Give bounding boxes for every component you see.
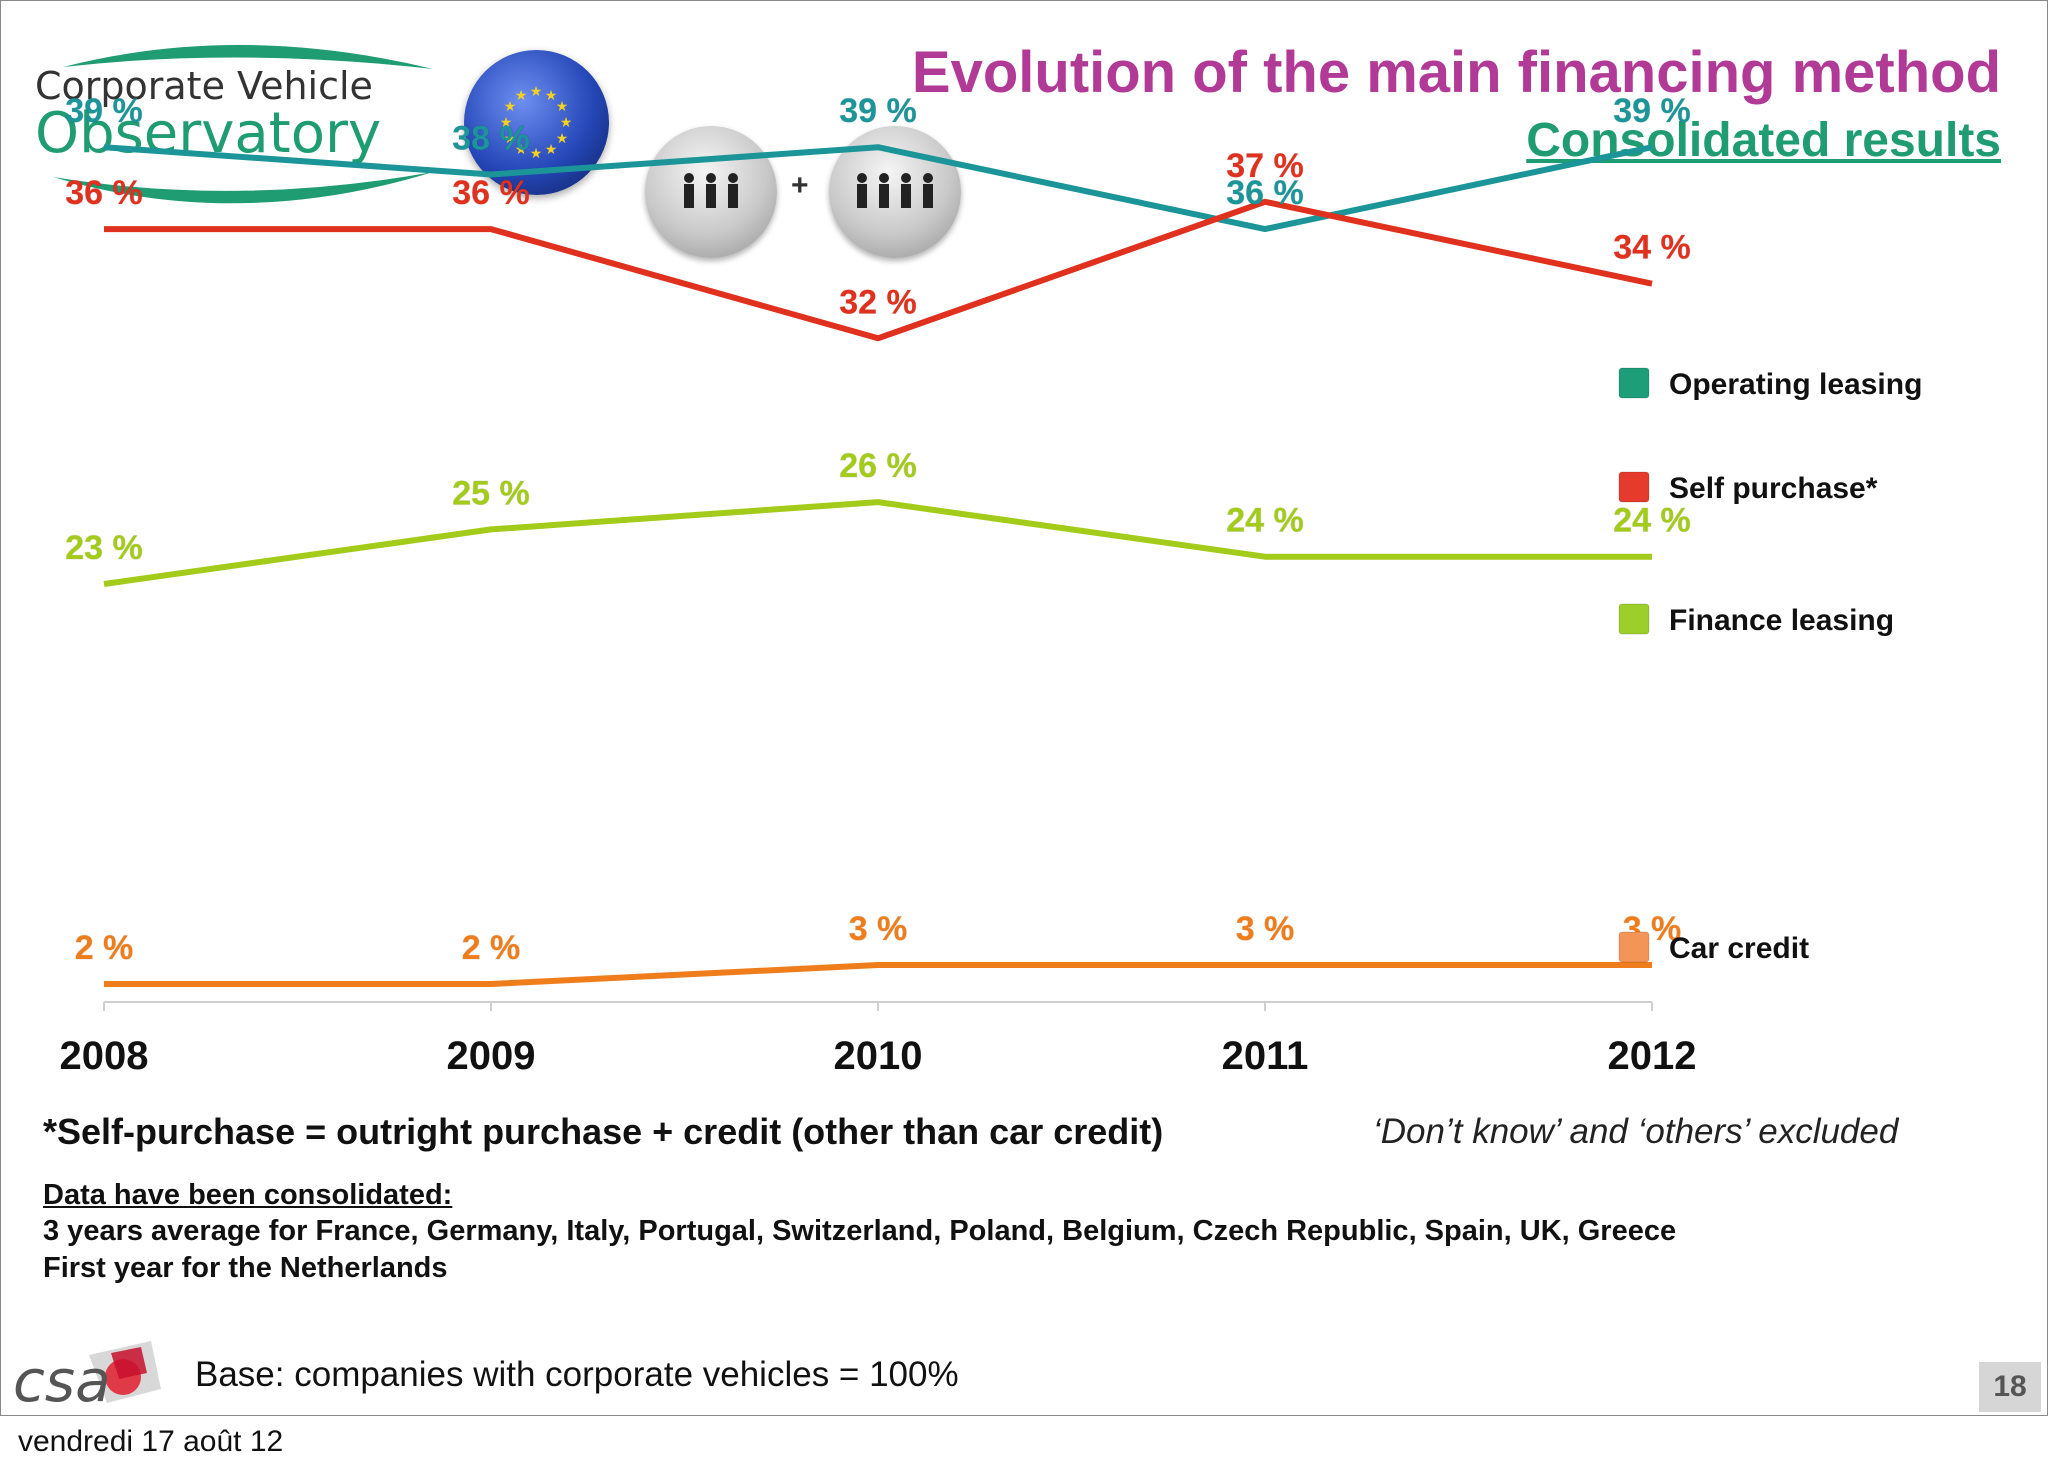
plus-sign: +	[791, 169, 809, 202]
legend-label: Car credit	[1669, 932, 1809, 965]
data-label: 36 %	[65, 174, 143, 212]
x-tick-label: 2008	[60, 1034, 149, 1078]
data-label: 39 %	[1613, 92, 1691, 130]
data-label: 26 %	[839, 447, 917, 485]
svg-text:★: ★	[530, 146, 543, 162]
data-label: 36 %	[1226, 174, 1304, 212]
logo-line1: Corporate Vehicle	[35, 64, 373, 108]
legend-label: Self purchase*	[1669, 472, 1878, 505]
svg-text:★: ★	[556, 99, 569, 115]
svg-text:★: ★	[515, 142, 528, 158]
consolidation-line-1: 3 years average for France, Germany, Ita…	[43, 1215, 1677, 1247]
series-line	[103, 144, 1653, 233]
eu-stars-icon: ★ ★★ ★★★ ★★★ ★★★	[500, 84, 573, 162]
legend-marker	[1618, 931, 1650, 963]
data-label: 38 %	[452, 120, 530, 158]
svg-text:★: ★	[545, 88, 558, 104]
svg-text:★: ★	[556, 131, 569, 147]
people-group-3-icon	[645, 126, 777, 258]
data-label: 3 %	[1236, 910, 1295, 948]
date-footer: vendredi 17 août 12	[18, 1425, 284, 1458]
data-label: 36 %	[452, 174, 530, 212]
svg-text:★: ★	[515, 88, 528, 104]
svg-text:★: ★	[560, 115, 573, 131]
page-number: 18	[1979, 1362, 2041, 1412]
data-label: 23 %	[65, 529, 143, 567]
data-label: 24 %	[1226, 502, 1304, 540]
legend-label: Finance leasing	[1669, 604, 1894, 637]
x-tick-label: 2012	[1608, 1034, 1697, 1078]
data-label: 24 %	[1613, 502, 1691, 540]
x-tick-label: 2009	[447, 1034, 536, 1078]
data-label: 39 %	[839, 92, 917, 130]
svg-text:★: ★	[504, 99, 517, 115]
legend-marker	[1618, 367, 1650, 399]
legend-label: Operating leasing	[1669, 368, 1922, 401]
series-line	[103, 499, 1652, 587]
legend-marker	[1618, 603, 1650, 635]
data-label: 2 %	[462, 929, 521, 967]
csa-logo-text: csa	[13, 1347, 111, 1413]
csa-logo: csa	[13, 1341, 161, 1413]
slide: Corporate Vehicle Observatory ★ ★ ★ ★ ★ ★ ★ ★…	[0, 0, 2048, 1416]
corporate-vehicle-observatory-logo: Corporate Vehicle Observatory	[35, 44, 433, 204]
data-label: 3 %	[849, 910, 908, 948]
base-note: Base: companies with corporate vehicles …	[195, 1355, 959, 1394]
data-label: 2 %	[75, 929, 134, 967]
slide-title: Evolution of the main financing method	[911, 40, 2001, 105]
svg-text:★: ★	[500, 115, 513, 131]
excluded-note: ‘Don’t know’ and ‘others’ excluded	[1373, 1112, 1899, 1151]
svg-text:★: ★	[545, 142, 558, 158]
svg-text:★: ★	[530, 84, 543, 100]
consolidation-heading: Data have been consolidated:	[43, 1179, 453, 1211]
series-line	[104, 198, 1653, 342]
data-label: 39 %	[65, 92, 143, 130]
x-tick-label: 2010	[834, 1034, 923, 1078]
data-label: 25 %	[452, 474, 530, 512]
line-chart: 2008 2009 2010 2011 2012 39 % 38 % 39 % 36 % 39 %…	[60, 92, 1923, 1078]
x-tick-label: 2011	[1222, 1034, 1309, 1078]
svg-text:★: ★	[504, 131, 517, 147]
data-label: 34 %	[1613, 229, 1691, 267]
consolidation-line-2: First year for the Netherlands	[43, 1252, 448, 1284]
series-line	[104, 962, 1652, 987]
data-label: 37 %	[1226, 147, 1304, 185]
data-label: 32 %	[839, 283, 917, 321]
legend-marker	[1618, 471, 1650, 503]
self-purchase-footnote: *Self-purchase = outright purchase + cre…	[43, 1111, 1164, 1152]
